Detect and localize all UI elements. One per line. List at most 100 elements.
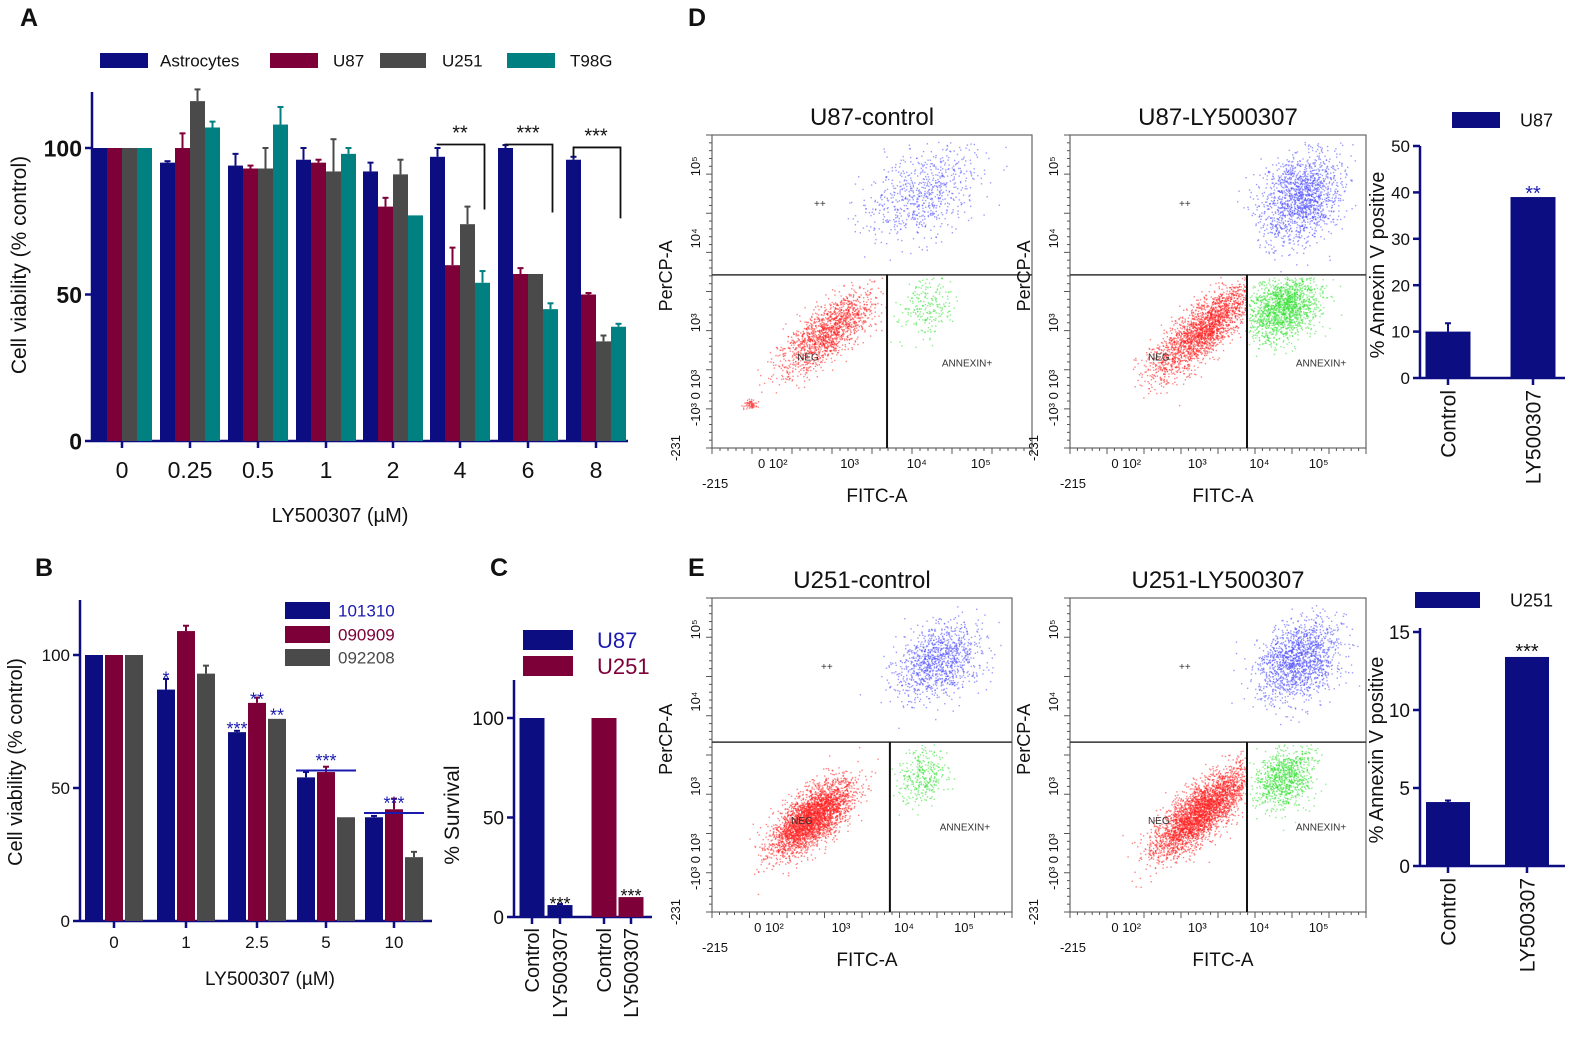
event-dot <box>840 339 842 341</box>
event-dot <box>1210 314 1212 316</box>
event-dot <box>1197 366 1199 369</box>
event-dot <box>1215 312 1217 314</box>
event-dot <box>1184 332 1186 334</box>
event-dot <box>983 169 986 171</box>
event-dot <box>875 238 877 241</box>
event-dot <box>939 315 942 317</box>
event-dot <box>847 218 850 220</box>
event-dot <box>1164 355 1166 357</box>
event-dot <box>902 199 904 201</box>
event-dot <box>1193 373 1196 375</box>
event-dot <box>1213 317 1215 319</box>
event-dot <box>972 177 974 180</box>
event-dot <box>830 332 832 334</box>
event-dot <box>896 225 898 227</box>
event-dot <box>804 354 806 357</box>
event-dot <box>1212 324 1214 326</box>
event-dot <box>858 176 860 178</box>
event-dot <box>1221 315 1223 318</box>
event-dot <box>781 363 784 366</box>
event-dot <box>933 319 935 321</box>
event-dot <box>1198 345 1200 347</box>
event-dot <box>835 328 837 330</box>
event-dot <box>1154 351 1156 353</box>
event-dot <box>802 330 804 332</box>
event-dot <box>805 363 807 366</box>
event-dot <box>1191 336 1193 338</box>
event-dot <box>847 328 849 330</box>
event-dot <box>988 157 990 160</box>
legend-label: U251 <box>597 654 650 679</box>
event-dot <box>1169 330 1172 332</box>
event-dot <box>808 346 811 349</box>
event-dot <box>1192 348 1194 350</box>
x-tick-label: 0 10² <box>758 456 788 471</box>
event-dot <box>1236 302 1239 304</box>
event-dot <box>822 318 824 320</box>
event-dot <box>939 225 942 228</box>
event-dot <box>912 184 914 186</box>
event-dot <box>854 183 857 185</box>
event-dot <box>905 204 907 207</box>
event-dot <box>907 296 909 298</box>
event-dot <box>807 340 810 342</box>
event-dot <box>1210 305 1213 307</box>
event-dot <box>1170 364 1173 366</box>
event-dot <box>836 303 838 305</box>
event-dot <box>936 305 938 307</box>
event-dot <box>806 367 808 369</box>
event-dot <box>1221 309 1223 312</box>
event-dot <box>1236 325 1238 328</box>
event-dot <box>931 302 933 305</box>
event-dot <box>787 359 790 362</box>
event-dot <box>935 168 937 170</box>
event-dot <box>846 322 848 324</box>
event-dot <box>792 339 794 342</box>
event-dot <box>819 329 821 331</box>
event-dot <box>854 314 856 317</box>
event-dot <box>864 314 866 316</box>
event-dot <box>912 214 914 216</box>
event-dot <box>1201 324 1204 327</box>
legend-swatch <box>285 626 330 643</box>
legend-swatch <box>270 53 318 68</box>
event-dot <box>1166 336 1168 338</box>
event-dot <box>812 313 814 315</box>
plot-frame <box>711 134 1033 449</box>
event-dot <box>1212 332 1214 334</box>
event-dot <box>804 307 806 309</box>
event-dot <box>1223 312 1225 314</box>
event-dot <box>1191 309 1193 311</box>
event-dot <box>1190 311 1193 314</box>
event-dot <box>1225 293 1228 295</box>
event-dot <box>808 366 811 368</box>
event-dot <box>897 231 899 233</box>
event-dot <box>852 307 854 309</box>
event-dot <box>900 159 902 161</box>
event-dot <box>917 226 920 229</box>
event-dot <box>743 407 745 409</box>
event-dot <box>856 311 858 314</box>
event-dot <box>1230 332 1232 334</box>
event-dot <box>815 337 817 339</box>
event-dot <box>1233 310 1235 312</box>
event-dot <box>1183 327 1185 329</box>
event-dot <box>1169 342 1172 344</box>
event-dot <box>1210 344 1212 346</box>
event-dot <box>1192 338 1195 340</box>
event-dot <box>793 341 795 343</box>
event-dot <box>1197 332 1199 334</box>
event-dot <box>799 315 801 317</box>
event-dot <box>793 333 796 335</box>
event-dot <box>910 156 912 159</box>
event-dot <box>930 184 932 186</box>
event-dot <box>1149 390 1152 392</box>
event-dot <box>964 164 966 166</box>
event-dot <box>1199 332 1201 334</box>
event-dot <box>914 182 916 184</box>
event-dot <box>915 214 917 216</box>
event-dot <box>938 181 940 183</box>
event-dot <box>925 286 927 288</box>
event-dot <box>938 217 940 220</box>
significance-bracket <box>504 143 554 213</box>
